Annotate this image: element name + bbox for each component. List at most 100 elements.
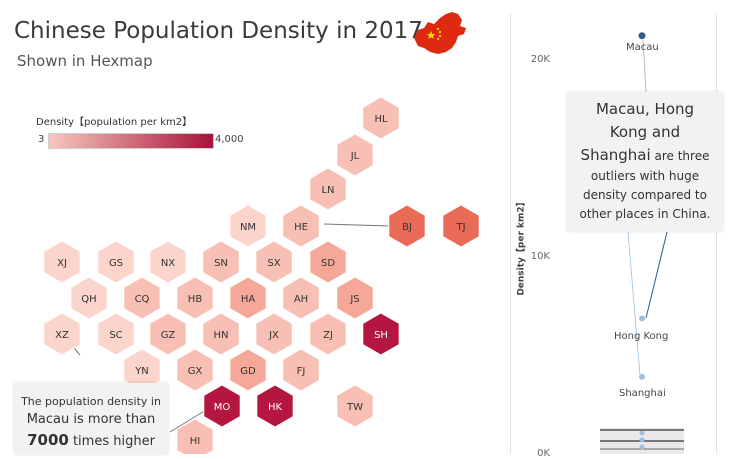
hex-label-sd: SD <box>321 258 335 269</box>
hex-xj[interactable] <box>43 240 81 284</box>
hex-tw[interactable] <box>336 384 374 428</box>
y-tick-20k: 20K <box>530 54 550 65</box>
annotation-left-line3: times higher <box>68 434 155 449</box>
hex-label-nm: NM <box>240 222 256 233</box>
hex-he[interactable] <box>282 204 320 248</box>
annotation-right-line6: other places in China. <box>579 207 711 221</box>
hex-label-sc: SC <box>109 330 122 341</box>
hex-ha[interactable] <box>229 276 267 320</box>
legend-max-label: 4,000 <box>215 134 244 145</box>
hex-nm[interactable] <box>229 204 267 248</box>
point-shanghai[interactable] <box>639 373 645 380</box>
hex-hl[interactable] <box>362 96 400 140</box>
hex-label-fj: FJ <box>297 366 306 377</box>
hex-label-gz: GZ <box>161 330 176 341</box>
hex-label-sn: SN <box>214 258 228 269</box>
hex-label-tj: TJ <box>455 222 465 233</box>
annotation-right: Macau, Hong Kong and Shanghai are three … <box>567 92 723 231</box>
hex-label-js: JS <box>349 294 359 305</box>
hex-sx[interactable] <box>255 240 293 284</box>
annotation-right-line4: outliers with huge <box>590 169 700 183</box>
hex-hn[interactable] <box>202 312 240 356</box>
annotation-right-line1: Macau, Hong <box>595 100 695 118</box>
hex-label-bj: BJ <box>402 222 412 233</box>
point-hong-kong[interactable] <box>639 315 645 322</box>
hex-label-hl: HL <box>374 114 388 125</box>
annotation-left: The population density in Macau is more … <box>14 383 168 454</box>
hex-label-gs: GS <box>109 258 123 269</box>
annotation-left-line1: The population density in <box>21 395 161 408</box>
hex-label-gx: GX <box>188 366 203 377</box>
hex-label-sx: SX <box>267 258 280 269</box>
hex-label-he: HE <box>294 222 308 233</box>
hex-label-qh: QH <box>81 294 96 305</box>
hex-fj[interactable] <box>282 348 320 392</box>
point-label-hong-kong: Hong Kong <box>614 331 669 342</box>
hex-label-yn: YN <box>134 366 149 377</box>
china-flag-map-icon <box>414 12 466 54</box>
hex-label-xj: XJ <box>57 258 67 269</box>
panel-divider <box>510 14 511 454</box>
hex-bj[interactable] <box>388 204 426 248</box>
panel-divider-right <box>716 14 717 454</box>
hex-cq[interactable] <box>123 276 161 320</box>
hex-label-nx: NX <box>161 258 175 269</box>
legend-color-ramp <box>48 133 214 149</box>
annotation-right-shanghai: Shanghai <box>580 146 651 164</box>
hexmap: HL JL LN NM HE BJ TJ XJ GS NX SN SX SD QH CQ HB HA AH JS XZ… <box>43 96 480 454</box>
hex-label-jx: JX <box>268 330 279 341</box>
point-label-shanghai: Shanghai <box>619 388 666 399</box>
hex-jx[interactable] <box>255 312 293 356</box>
hex-nx[interactable] <box>149 240 187 284</box>
annotation-right-line5: density compared to <box>583 188 707 202</box>
hex-hb[interactable] <box>176 276 214 320</box>
legend-min-label: 3 <box>38 134 45 145</box>
hex-label-xz: XZ <box>55 330 69 341</box>
point-macau[interactable] <box>638 32 646 40</box>
legend-title: Density【population per km2】 <box>36 117 193 128</box>
hex-js[interactable] <box>336 276 374 320</box>
hex-sd[interactable] <box>309 240 347 284</box>
hex-sn[interactable] <box>202 240 240 284</box>
hex-zj[interactable] <box>309 312 347 356</box>
hex-ln[interactable] <box>309 167 347 211</box>
hex-gd[interactable] <box>229 348 267 392</box>
hex-label-tw: TW <box>346 402 363 413</box>
hex-qh[interactable] <box>70 276 108 320</box>
hex-mo[interactable] <box>203 384 241 428</box>
hex-label-jl: JL <box>350 151 360 162</box>
hex-hk[interactable] <box>256 384 294 428</box>
hex-label-hn: HN <box>214 330 229 341</box>
hex-hi[interactable] <box>176 418 214 454</box>
hex-gs[interactable] <box>97 240 135 284</box>
hex-label-hk: HK <box>268 402 283 413</box>
annotation-right-line2: Kong and <box>609 123 681 141</box>
hex-label-ah: AH <box>294 294 308 305</box>
hex-tj[interactable] <box>442 204 480 248</box>
hex-sc[interactable] <box>97 312 135 356</box>
hex-label-sh: SH <box>374 330 388 341</box>
hex-jl[interactable] <box>336 133 374 177</box>
hex-label-ha: HA <box>241 294 256 305</box>
annotation-left-line2: is more than <box>69 412 156 427</box>
y-tick-10k: 10K <box>530 251 550 262</box>
hex-label-ln: LN <box>321 185 334 196</box>
hex-label-hi: HI <box>190 436 200 447</box>
hex-xz[interactable] <box>43 312 81 356</box>
page-title: Chinese Population Density in 2017 <box>14 18 423 44</box>
hex-label-zj: ZJ <box>323 330 333 341</box>
hex-gz[interactable] <box>149 312 187 356</box>
hex-label-hb: HB <box>188 294 203 305</box>
hex-label-gd: GD <box>240 366 256 377</box>
page-subtitle: Shown in Hexmap <box>17 52 153 70</box>
annotation-left-number: 7000 <box>27 431 69 449</box>
annotation-right-line3: are three <box>650 149 710 163</box>
annotation-left-macau: Macau <box>26 412 70 427</box>
hex-label-cq: CQ <box>135 294 150 305</box>
hex-label-mo: MO <box>214 402 231 413</box>
hex-gx[interactable] <box>176 348 214 392</box>
hex-ah[interactable] <box>282 276 320 320</box>
hex-sh[interactable] <box>362 312 400 356</box>
point-label-macau: Macau <box>626 42 659 53</box>
